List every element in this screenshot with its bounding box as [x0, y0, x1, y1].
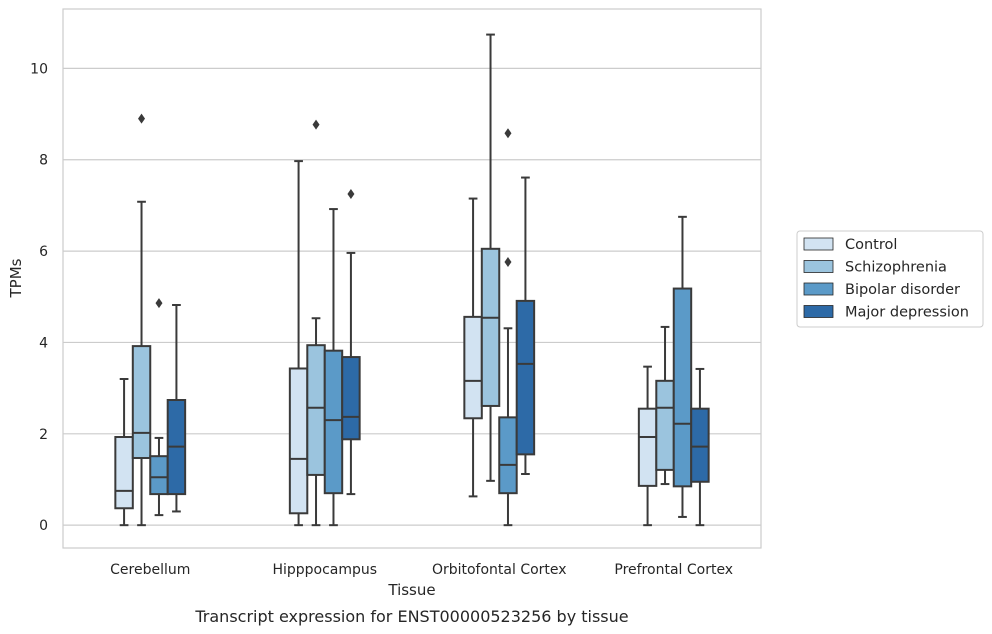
outlier-point: [504, 257, 512, 268]
x-tick-label: Cerebellum: [110, 562, 190, 578]
legend-swatch: [803, 237, 834, 251]
iqr-box: [672, 287, 693, 488]
box-0-2: [463, 197, 483, 498]
iqr-box: [306, 344, 326, 476]
legend-label: Bipolar disorder: [845, 282, 960, 298]
box-2-3: [672, 215, 693, 518]
iqr-box: [655, 379, 675, 471]
iqr-box: [480, 247, 501, 407]
iqr-box: [131, 345, 152, 460]
y-ticks: 0 2 4 6 8 10: [30, 61, 48, 534]
y-tick-label: 2: [39, 427, 48, 443]
box-3-1: [341, 188, 361, 496]
iqr-box: [341, 356, 361, 441]
legend: Control Schizophrenia Bipolar disorder Majo…: [796, 230, 984, 328]
box-1-0: [131, 113, 152, 527]
y-tick-label: 4: [39, 335, 48, 351]
outlier-point: [504, 128, 512, 139]
legend-swatch: [803, 305, 834, 318]
outlier-point: [312, 119, 320, 130]
box-2-0: [149, 298, 169, 517]
iqr-box: [323, 349, 344, 495]
iqr-box: [114, 436, 134, 510]
iqr-box: [690, 407, 710, 483]
box-1-2: [480, 33, 501, 482]
chart-title: Transcript expression for ENST0000052325…: [194, 607, 628, 626]
legend-label: Major depression: [845, 305, 969, 321]
legend-label: Control: [845, 237, 897, 253]
iqr-box: [515, 299, 536, 456]
outlier-point: [155, 298, 163, 309]
box-0-0: [114, 377, 134, 527]
x-axis-label: Tissue: [387, 581, 435, 599]
y-tick-label: 6: [39, 244, 48, 260]
legend-swatch: [803, 260, 834, 273]
iqr-box: [637, 407, 658, 487]
y-tick-label: 8: [39, 153, 48, 169]
legend-frame: [796, 230, 984, 328]
x-tick-label: Hipppocampus: [272, 562, 377, 578]
box-3-0: [166, 303, 187, 513]
x-tick-label: Prefrontal Cortex: [614, 562, 733, 578]
legend-swatch: [803, 282, 834, 296]
y-tick-label: 0: [39, 518, 48, 534]
outlier-point: [347, 188, 355, 199]
iqr-box: [463, 315, 483, 420]
legend-label: Schizophrenia: [845, 260, 947, 276]
y-axis-label: TPMs: [7, 258, 25, 298]
x-tick-label: Orbitofontal Cortex: [432, 562, 567, 578]
outlier-point: [138, 113, 146, 124]
x-ticks: Cerebellum Hipppocampus Orbitofontal Corte…: [110, 562, 733, 578]
iqr-box: [288, 367, 309, 515]
box-3-2: [515, 176, 536, 476]
iqr-box: [498, 416, 518, 495]
y-tick-label: 10: [30, 61, 48, 77]
plot-frame: [62, 8, 762, 549]
iqr-box: [149, 455, 169, 496]
boxes: [114, 33, 710, 527]
box-3-3: [690, 367, 710, 527]
